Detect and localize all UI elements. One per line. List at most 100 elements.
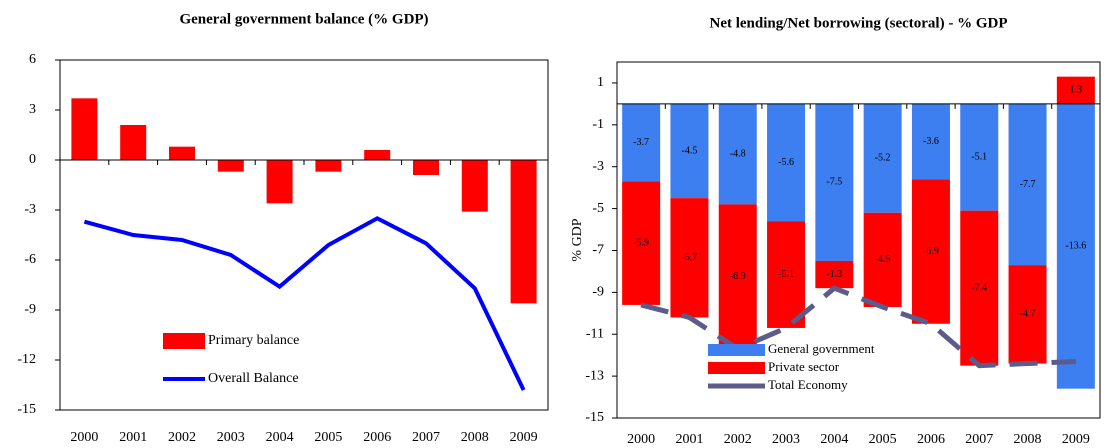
y-tick-label: -3 [24,202,36,217]
data-label: -5.2 [875,153,891,164]
bar [169,146,195,160]
bar [960,103,999,211]
x-tick-label: 2001 [119,430,147,445]
legend-swatch [708,362,765,374]
data-label: -6.9 [923,246,939,257]
y-tick-label: 3 [29,102,36,117]
legend-swatch [163,333,205,349]
data-label: -13.6 [1065,241,1086,252]
x-tick-label: 2004 [820,432,848,447]
data-label: -7.4 [971,282,987,293]
bar [1056,103,1095,389]
data-label: -5.6 [778,157,794,168]
x-tick-label: 2001 [675,432,703,447]
x-tick-label: 2002 [724,432,752,447]
y-tick-label: -11 [586,326,604,341]
bar [960,210,999,366]
x-tick-label: 2003 [217,430,245,445]
bar [510,160,537,304]
bar [364,150,391,160]
bar [815,260,854,289]
x-tick-label: 2000 [70,430,98,445]
legend-label: Private sector [768,359,840,374]
data-label: 1.3 [1070,85,1083,96]
legend-label: Overall Balance [208,371,299,386]
bar [266,160,293,204]
data-label: -5.7 [682,252,698,263]
bar [622,181,661,305]
bar [1056,76,1095,104]
legend-label: General government [768,341,875,356]
data-label: -6.9 [730,271,746,282]
bar [622,103,661,182]
y-tick-label: -9 [592,285,604,300]
bar [815,103,854,261]
y-tick-label: -6 [24,252,36,267]
bar [217,160,244,172]
data-label: -3.7 [633,137,649,148]
y-tick-label: 0 [29,152,36,167]
bar [1008,103,1047,266]
bar [1008,265,1047,364]
y-tick-label: -13 [585,368,604,383]
x-tick-label: 2006 [917,432,945,447]
data-label: -4.5 [875,254,891,265]
bar [670,198,709,318]
bar [718,103,757,205]
data-label: -5.1 [778,269,794,280]
bar [120,125,147,160]
bar [413,160,439,175]
data-label: -1.3 [826,269,842,280]
data-label: -7.5 [826,177,842,188]
y-tick-label: -9 [24,302,36,317]
legend-label: Total Economy [768,377,848,392]
x-tick-label: 2007 [412,430,440,445]
bar [315,160,342,172]
plot-frame [59,59,549,411]
data-label: -7.7 [1020,179,1036,190]
legend-swatch [708,344,765,356]
x-tick-label: 2007 [965,432,993,447]
y-axis-label: % GDP [570,218,585,261]
bar [71,98,98,160]
x-tick-label: 2009 [1062,432,1090,447]
y-tick-label: -12 [17,352,36,367]
x-tick-label: 2004 [266,430,294,445]
bar [911,179,950,324]
x-tick-label: 2008 [1014,432,1042,447]
x-tick-label: 2002 [168,430,196,445]
y-tick-label: 6 [29,52,36,67]
bar [767,221,806,328]
plot-frame [616,61,1101,419]
data-label: -5.9 [633,237,649,248]
bar [911,103,950,180]
bar [863,103,902,213]
y-tick-label: -5 [592,201,604,216]
x-tick-label: 2000 [627,432,655,447]
y-tick-label: 1 [597,75,604,90]
bar [461,160,488,212]
y-tick-label: -15 [17,402,36,417]
chart-title: General government balance (% GDP) [179,11,428,27]
y-tick-label: -3 [592,159,604,174]
legend-label: Primary balance [208,333,299,348]
y-tick-label: -7 [592,243,604,258]
data-label: -4.8 [730,148,746,159]
x-tick-label: 2005 [869,432,897,447]
bar [718,204,757,349]
data-label: -3.6 [923,136,939,147]
line-series [83,216,526,391]
data-label: -5.1 [971,152,987,163]
x-tick-label: 2008 [461,430,489,445]
x-tick-label: 2006 [363,430,391,445]
bar [670,103,709,199]
y-tick-label: -15 [585,410,604,425]
bar [863,212,902,308]
chart-title: Net lending/Net borrowing (sectoral) - %… [709,15,1007,31]
data-label: -4.7 [1020,309,1036,320]
y-tick-label: -1 [592,117,604,132]
x-tick-label: 2009 [510,430,538,445]
bar [767,103,806,222]
x-tick-label: 2005 [314,430,342,445]
